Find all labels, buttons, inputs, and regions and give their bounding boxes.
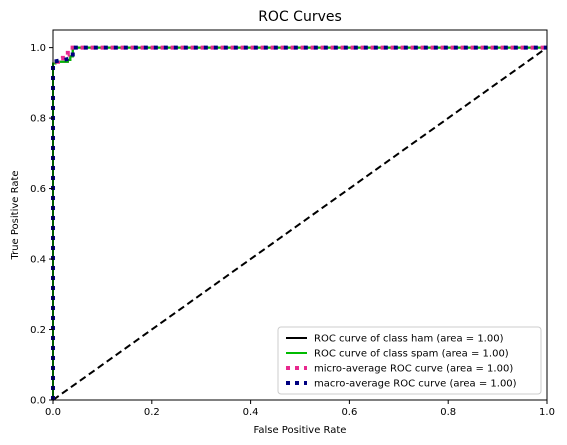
- chart-title: ROC Curves: [258, 9, 342, 25]
- legend-box: [277, 326, 542, 395]
- reference-diagonal-line: [52, 46, 548, 401]
- plot-area: [51, 45, 548, 401]
- legend-label-3: macro-average ROC curve (area = 1.00): [314, 379, 517, 390]
- y-tick-label: 0.0: [30, 396, 46, 407]
- x-tick-label: 0.8: [440, 407, 456, 418]
- y-tick-label: 0.8: [30, 114, 46, 125]
- x-tick-label: 1.0: [539, 407, 555, 418]
- x-tick-label: 0.4: [243, 407, 259, 418]
- axis-ticks: 0.0 0.2 0.4 0.6 0.8 1.0 0.0 0.2 0.4 0.6 0.8 1.0: [30, 43, 555, 418]
- legend-label-1: ROC curve of class spam (area = 1.00): [314, 349, 509, 360]
- legend-label-0: ROC curve of class ham (area = 1.00): [314, 334, 504, 345]
- y-tick-label: 0.2: [30, 325, 46, 336]
- series-line-2: [51, 45, 547, 400]
- x-tick-label: 0.0: [45, 407, 61, 418]
- legend: ROC curve of class ham (area = 1.00) ROC …: [277, 326, 542, 395]
- y-axis-label: True Positive Rate: [10, 170, 21, 260]
- plot-frame: [52, 29, 548, 401]
- y-tick-label: 0.4: [30, 255, 46, 266]
- legend-label-2: micro-average ROC curve (area = 1.00): [314, 364, 513, 375]
- x-tick-label: 0.2: [144, 407, 160, 418]
- x-axis-label: False Positive Rate: [254, 425, 347, 436]
- y-tick-label: 0.6: [30, 184, 46, 195]
- x-tick-label: 0.6: [341, 407, 357, 418]
- y-tick-label: 1.0: [30, 43, 46, 54]
